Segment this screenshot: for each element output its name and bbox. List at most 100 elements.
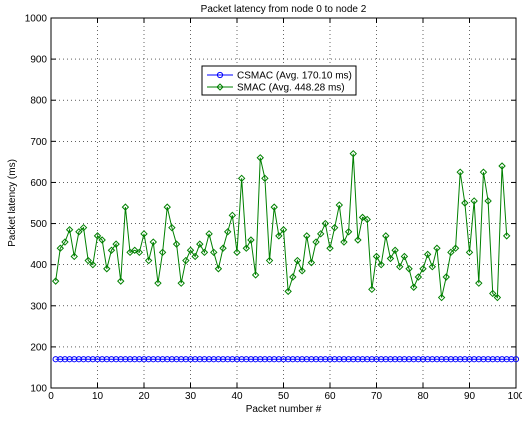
- data-point: [461, 199, 469, 207]
- data-point: [294, 356, 301, 363]
- data-point: [112, 240, 120, 248]
- legend-label: CSMAC (Avg. 170.10 ms): [237, 71, 352, 82]
- data-point: [330, 223, 339, 232]
- data-point: [479, 168, 488, 176]
- data-point: [80, 356, 87, 363]
- data-point: [438, 356, 445, 363]
- x-tick-label: 100: [508, 391, 522, 402]
- data-point: [485, 356, 492, 363]
- y-tick-label: 1000: [25, 14, 48, 25]
- data-point: [61, 238, 69, 246]
- data-point: [498, 162, 506, 170]
- data-point: [428, 263, 437, 271]
- data-point: [117, 277, 125, 285]
- data-point: [140, 230, 148, 238]
- legend-marker: [216, 71, 224, 79]
- data-point: [168, 223, 176, 232]
- data-point: [242, 244, 251, 252]
- data-point: [177, 279, 185, 287]
- x-tick-label: 30: [185, 391, 197, 402]
- data-point: [423, 250, 432, 259]
- data-point: [89, 356, 96, 363]
- data-point: [130, 246, 139, 254]
- data-point: [326, 356, 334, 363]
- y-tick-label: 700: [30, 137, 47, 148]
- data-point: [51, 277, 60, 285]
- data-point: [98, 236, 106, 244]
- series-smac: [51, 149, 511, 302]
- data-point: [65, 226, 74, 234]
- data-point: [66, 356, 73, 363]
- data-point: [247, 356, 255, 363]
- data-point: [312, 356, 320, 363]
- data-point: [364, 356, 371, 363]
- y-tick-label: 800: [30, 96, 47, 107]
- data-point: [414, 273, 423, 281]
- data-point: [261, 174, 269, 183]
- data-point: [140, 356, 148, 363]
- data-point: [61, 356, 69, 363]
- data-point: [229, 356, 236, 363]
- data-point: [215, 356, 222, 363]
- data-point: [382, 232, 390, 240]
- y-tick-label: 400: [30, 260, 47, 271]
- data-point: [270, 203, 278, 211]
- data-point: [392, 356, 399, 363]
- data-point: [187, 356, 194, 363]
- data-point: [84, 256, 92, 265]
- data-point: [447, 356, 454, 363]
- data-point: [502, 232, 511, 240]
- data-point: [178, 356, 185, 363]
- data-point: [345, 356, 352, 363]
- data-point: [251, 271, 260, 279]
- data-point: [131, 356, 138, 363]
- data-point: [344, 228, 353, 236]
- legend-marker: [216, 83, 224, 91]
- data-point: [219, 356, 227, 363]
- data-point: [219, 244, 227, 252]
- data-point: [442, 273, 450, 281]
- data-point: [443, 356, 450, 363]
- data-point: [210, 248, 218, 257]
- data-point: [154, 279, 162, 287]
- data-point: [382, 356, 389, 363]
- data-point: [252, 356, 259, 363]
- data-point: [257, 356, 264, 363]
- data-point: [489, 356, 496, 363]
- data-point: [405, 356, 413, 363]
- data-point: [289, 273, 297, 281]
- data-point: [400, 252, 409, 261]
- data-point: [192, 356, 199, 363]
- data-point: [149, 238, 158, 246]
- data-point: [256, 154, 264, 162]
- data-point: [266, 356, 273, 363]
- data-point: [391, 246, 399, 254]
- data-point: [279, 226, 288, 234]
- data-point: [70, 252, 78, 261]
- data-point: [168, 356, 175, 363]
- data-point: [261, 356, 268, 363]
- data-point: [437, 293, 446, 302]
- data-point: [159, 356, 166, 363]
- series-csmac: [52, 356, 520, 363]
- data-point: [378, 356, 385, 363]
- legend: CSMAC (Avg. 170.10 ms)SMAC (Avg. 448.28 …: [201, 65, 357, 96]
- data-point: [75, 228, 83, 236]
- data-point: [182, 356, 189, 363]
- data-point: [340, 356, 348, 363]
- data-point: [107, 246, 116, 254]
- data-point: [52, 356, 59, 363]
- data-point: [457, 356, 464, 363]
- y-tick-label: 500: [30, 219, 47, 230]
- data-point: [354, 356, 361, 363]
- data-point: [372, 252, 381, 261]
- data-point: [312, 238, 320, 246]
- data-point: [103, 265, 111, 273]
- data-point: [466, 356, 473, 363]
- data-point: [205, 230, 213, 238]
- data-point: [93, 232, 102, 240]
- data-point: [103, 356, 110, 363]
- data-point: [71, 356, 78, 363]
- data-point: [508, 356, 515, 363]
- x-axis-title: Packet number #: [246, 404, 322, 415]
